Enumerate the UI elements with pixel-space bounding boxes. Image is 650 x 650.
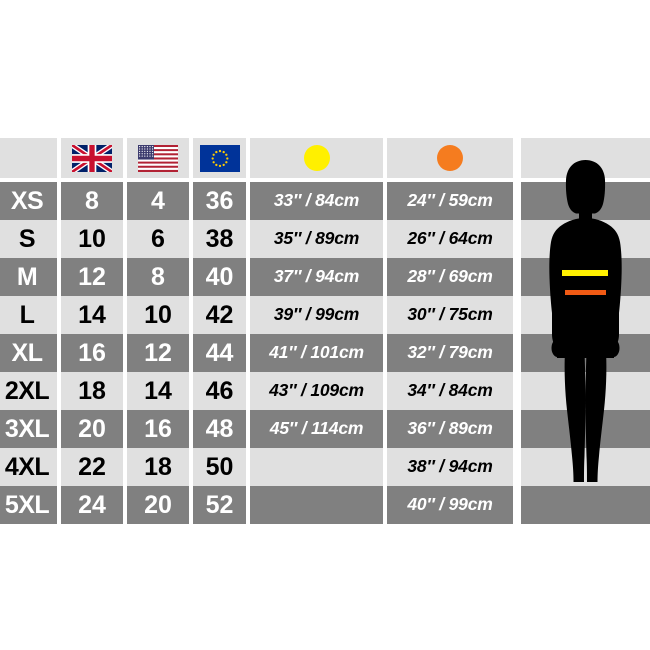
- cell-xs-uk: 8: [61, 182, 123, 220]
- cell-s-eu: 38: [193, 220, 246, 258]
- cell-5xl-size: 5XL: [0, 486, 57, 524]
- us-flag-icon: [138, 144, 178, 172]
- cell-2xl-bust: 43″ / 109cm: [250, 372, 383, 410]
- cell-m-us: 8: [127, 258, 189, 296]
- cell-5xl-waist: 40″ / 99cm: [387, 486, 513, 524]
- yellow-dot-icon: [303, 145, 330, 171]
- figure-row-background: [521, 486, 650, 524]
- cell-2xl-size: 2XL: [0, 372, 57, 410]
- cell-xs-size: XS: [0, 182, 57, 220]
- column-header-bust: [250, 138, 383, 178]
- cell-xs-us: 4: [127, 182, 189, 220]
- cell-l-eu: 42: [193, 296, 246, 334]
- column-header-waist: [387, 138, 513, 178]
- uk-flag-icon: [72, 144, 112, 172]
- cell-xl-waist: 32″ / 79cm: [387, 334, 513, 372]
- bust-measurement-line: [562, 270, 608, 276]
- cell-3xl-us: 16: [127, 410, 189, 448]
- cell-5xl-us: 20: [127, 486, 189, 524]
- cell-4xl-uk: 22: [61, 448, 123, 486]
- cell-4xl-us: 18: [127, 448, 189, 486]
- cell-xl-us: 12: [127, 334, 189, 372]
- cell-3xl-size: 3XL: [0, 410, 57, 448]
- cell-xl-uk: 16: [61, 334, 123, 372]
- column-header-eu: [193, 138, 246, 178]
- cell-m-size: M: [0, 258, 57, 296]
- cell-l-uk: 14: [61, 296, 123, 334]
- size-chart-grid: XS 8 4 36 33″ / 84cm 24″ / 59cm S 10 6 38 35″ / 89…: [0, 138, 650, 524]
- cell-s-us: 6: [127, 220, 189, 258]
- cell-4xl-size: 4XL: [0, 448, 57, 486]
- cell-2xl-waist: 34″ / 84cm: [387, 372, 513, 410]
- cell-m-eu: 40: [193, 258, 246, 296]
- cell-m-waist: 28″ / 69cm: [387, 258, 513, 296]
- cell-5xl-bust: [250, 486, 383, 524]
- cell-3xl-bust: 45″ / 114cm: [250, 410, 383, 448]
- cell-3xl-uk: 20: [61, 410, 123, 448]
- cell-m-uk: 12: [61, 258, 123, 296]
- cell-s-waist: 26″ / 64cm: [387, 220, 513, 258]
- cell-3xl-eu: 48: [193, 410, 246, 448]
- cell-5xl-eu: 52: [193, 486, 246, 524]
- cell-s-bust: 35″ / 89cm: [250, 220, 383, 258]
- cell-l-waist: 30″ / 75cm: [387, 296, 513, 334]
- cell-2xl-uk: 18: [61, 372, 123, 410]
- cell-3xl-waist: 36″ / 89cm: [387, 410, 513, 448]
- cell-s-size: S: [0, 220, 57, 258]
- cell-2xl-us: 14: [127, 372, 189, 410]
- cell-m-bust: 37″ / 94cm: [250, 258, 383, 296]
- cell-4xl-bust: [250, 448, 383, 486]
- figure-panel: [521, 138, 650, 482]
- cell-xs-waist: 24″ / 59cm: [387, 182, 513, 220]
- eu-flag-icon: [199, 144, 240, 172]
- cell-4xl-eu: 50: [193, 448, 246, 486]
- cell-4xl-waist: 38″ / 94cm: [387, 448, 513, 486]
- cell-l-us: 10: [127, 296, 189, 334]
- size-chart: XS 8 4 36 33″ / 84cm 24″ / 59cm S 10 6 38 35″ / 89…: [0, 138, 650, 524]
- column-header-uk: [61, 138, 123, 178]
- column-header-size: [0, 138, 57, 178]
- cell-5xl-uk: 24: [61, 486, 123, 524]
- cell-2xl-eu: 46: [193, 372, 246, 410]
- column-header-us: [127, 138, 189, 178]
- cell-xl-eu: 44: [193, 334, 246, 372]
- cell-xl-bust: 41″ / 101cm: [250, 334, 383, 372]
- cell-xs-eu: 36: [193, 182, 246, 220]
- cell-xl-size: XL: [0, 334, 57, 372]
- orange-dot-icon: [437, 145, 463, 171]
- cell-l-size: L: [0, 296, 57, 334]
- cell-l-bust: 39″ / 99cm: [250, 296, 383, 334]
- cell-xs-bust: 33″ / 84cm: [250, 182, 383, 220]
- female-figure-icon: [549, 160, 622, 482]
- waist-measurement-line: [565, 290, 606, 295]
- cell-s-uk: 10: [61, 220, 123, 258]
